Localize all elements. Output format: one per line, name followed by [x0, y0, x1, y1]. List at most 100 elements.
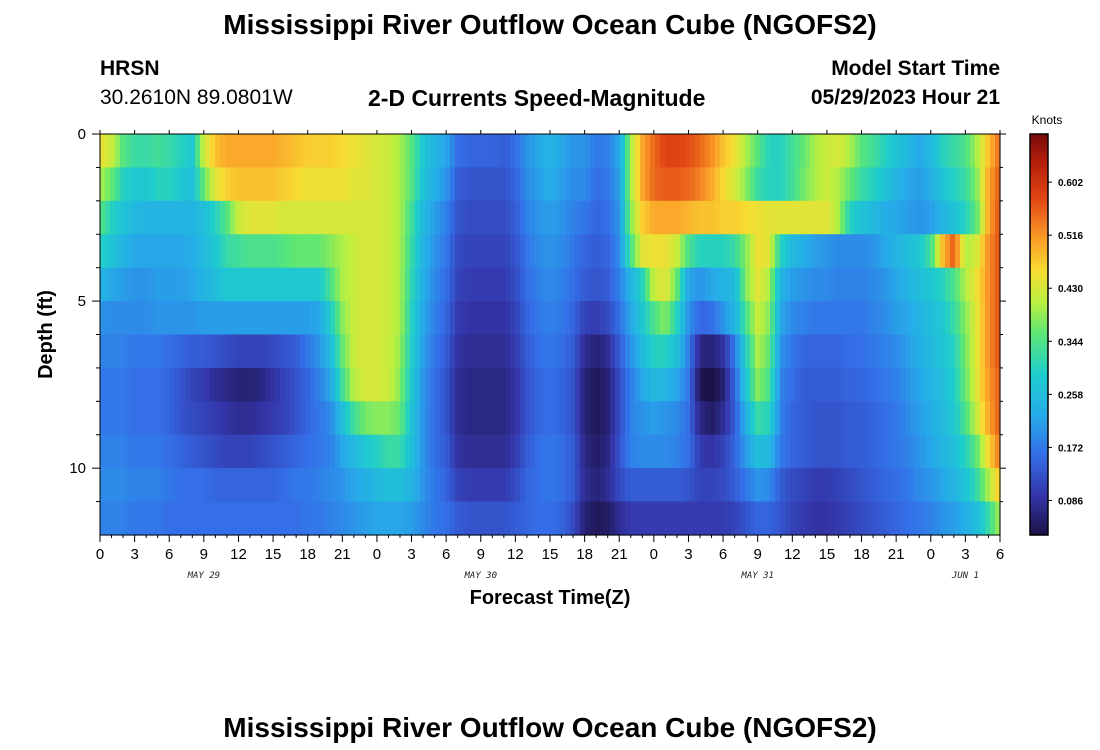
heatmap-cell	[960, 367, 966, 402]
heatmap-cell	[580, 234, 586, 269]
heatmap-cell	[285, 334, 291, 369]
heatmap-cell	[240, 468, 246, 503]
heatmap-cell	[710, 200, 716, 235]
heatmap-cell	[775, 200, 781, 235]
heatmap-cell	[360, 200, 366, 235]
heatmap-cell	[415, 334, 421, 369]
heatmap-cell	[455, 501, 461, 536]
heatmap-cell	[910, 301, 916, 336]
heatmap-cell	[480, 367, 486, 402]
heatmap-cell	[515, 200, 521, 235]
heatmap-cell	[335, 468, 341, 503]
heatmap-cell	[880, 501, 886, 536]
heatmap-cell	[395, 468, 401, 503]
heatmap-cell	[170, 200, 176, 235]
heatmap-cell	[965, 301, 971, 336]
heatmap-cell	[710, 468, 716, 503]
heatmap-cell	[635, 468, 641, 503]
heatmap-cell	[220, 334, 226, 369]
heatmap-cell	[775, 468, 781, 503]
heatmap-cell	[370, 267, 376, 302]
heatmap-cell	[920, 401, 926, 436]
heatmap-cell	[280, 401, 286, 436]
heatmap-cell	[840, 401, 846, 436]
heatmap-cell	[120, 234, 126, 269]
heatmap-cell	[435, 501, 441, 536]
chart-subtitle: 2-D Currents Speed-Magnitude	[368, 85, 706, 111]
heatmap-cell	[885, 434, 891, 469]
heatmap-cell	[920, 434, 926, 469]
heatmap-cell	[750, 501, 756, 536]
heatmap-cell	[190, 267, 196, 302]
heatmap-cell	[580, 434, 586, 469]
heatmap-cell	[135, 434, 141, 469]
heatmap-cell	[605, 334, 611, 369]
heatmap-cell	[880, 367, 886, 402]
heatmap-cell	[695, 367, 701, 402]
heatmap-cell	[360, 434, 366, 469]
heatmap-cell	[430, 167, 436, 202]
heatmap-cell	[235, 267, 241, 302]
heatmap-cell	[755, 334, 761, 369]
heatmap-cell	[545, 267, 551, 302]
heatmap-cell	[875, 267, 881, 302]
heatmap-cell	[905, 267, 911, 302]
heatmap-cell	[255, 401, 261, 436]
heatmap-cell	[510, 301, 516, 336]
heatmap-cell	[165, 367, 171, 402]
heatmap-cell	[925, 401, 931, 436]
heatmap-cell	[165, 468, 171, 503]
heatmap-cell	[305, 501, 311, 536]
heatmap-cell	[110, 334, 116, 369]
heatmap-cell	[975, 434, 981, 469]
heatmap-cell	[860, 167, 866, 202]
heatmap-cell	[280, 301, 286, 336]
heatmap-cell	[780, 267, 786, 302]
date-label: MAY 31	[740, 571, 774, 581]
heatmap-cell	[390, 367, 396, 402]
heatmap-cell	[180, 134, 186, 169]
heatmap-cell	[555, 501, 561, 536]
heatmap-cell	[525, 334, 531, 369]
heatmap-cell	[290, 167, 296, 202]
heatmap-cell	[460, 301, 466, 336]
heatmap-cell	[750, 468, 756, 503]
heatmap-cell	[890, 167, 896, 202]
heatmap-cell	[850, 134, 856, 169]
heatmap-cell	[785, 334, 791, 369]
heatmap-cell	[130, 434, 136, 469]
heatmap-cell	[880, 167, 886, 202]
heatmap-cell	[390, 267, 396, 302]
heatmap-cell	[475, 301, 481, 336]
heatmap-cell	[565, 167, 571, 202]
heatmap-cell	[290, 200, 296, 235]
heatmap-cell	[370, 468, 376, 503]
heatmap-cell	[655, 267, 661, 302]
heatmap-cell	[135, 267, 141, 302]
heatmap-cell	[285, 401, 291, 436]
heatmap-cell	[735, 200, 741, 235]
heatmap-cell	[735, 134, 741, 169]
heatmap-cell	[165, 200, 171, 235]
date-label: MAY 29	[187, 571, 221, 581]
heatmap-cell	[935, 334, 941, 369]
heatmap-cell	[220, 468, 226, 503]
heatmap-cell	[735, 367, 741, 402]
heatmap-cell	[985, 334, 991, 369]
heatmap-cell	[385, 167, 391, 202]
heatmap-cell	[655, 434, 661, 469]
heatmap-cell	[175, 200, 181, 235]
heatmap-cell	[360, 301, 366, 336]
heatmap-cells	[100, 134, 1001, 536]
x-tick-label: 6	[996, 546, 1004, 563]
x-axis-label: Forecast Time(Z)	[470, 587, 631, 609]
heatmap-cell	[175, 267, 181, 302]
heatmap-cell	[295, 301, 301, 336]
heatmap-cell	[480, 167, 486, 202]
heatmap-cell	[810, 301, 816, 336]
heatmap-cell	[245, 367, 251, 402]
heatmap-cell	[100, 167, 106, 202]
heatmap-cell	[370, 200, 376, 235]
heatmap-cell	[290, 234, 296, 269]
heatmap-cell	[390, 200, 396, 235]
